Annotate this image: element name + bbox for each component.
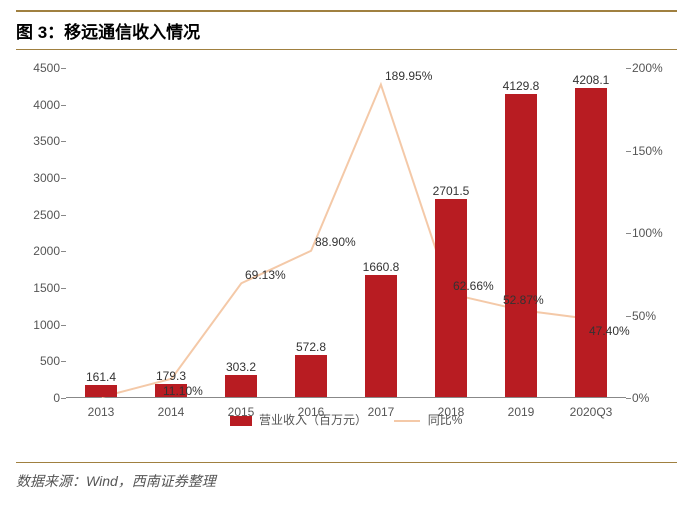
y-left-tick xyxy=(61,325,66,326)
bar-value-label: 572.8 xyxy=(296,340,326,356)
y-right-tick-label: 150% xyxy=(626,144,663,158)
y-left-tick xyxy=(61,215,66,216)
line-value-label: 47.40% xyxy=(589,324,630,338)
legend: 营业收入（百万元） 同比% xyxy=(16,411,676,428)
line-value-label: 88.90% xyxy=(315,235,356,249)
bar xyxy=(575,88,607,397)
line-value-label: 11.10% xyxy=(163,384,203,398)
y-left-tick xyxy=(61,178,66,179)
legend-line-label: 同比% xyxy=(428,413,463,427)
y-left-tick xyxy=(61,398,66,399)
line-value-label: 62.66% xyxy=(453,279,494,293)
y-left-tick xyxy=(61,68,66,69)
chart-area: 0500100015002000250030003500400045000%50… xyxy=(16,58,676,458)
bar xyxy=(505,94,537,397)
y-right-tick xyxy=(626,68,631,69)
y-right-tick xyxy=(626,316,631,317)
legend-item-line: 同比% xyxy=(394,411,462,428)
y-left-tick xyxy=(61,251,66,252)
line-path-svg xyxy=(66,68,626,397)
bar xyxy=(365,275,397,397)
bar-value-label: 303.2 xyxy=(226,360,256,376)
bar xyxy=(225,375,257,397)
bar-value-label: 1660.8 xyxy=(363,260,400,276)
y-right-tick-label: 200% xyxy=(626,61,663,75)
y-left-tick xyxy=(61,141,66,142)
bar xyxy=(295,355,327,397)
line-swatch xyxy=(394,420,420,422)
figure-title: 图 3：移远通信收入情况 xyxy=(16,23,200,42)
bar-value-label: 2701.5 xyxy=(433,184,470,200)
bar-value-label: 161.4 xyxy=(86,370,116,386)
y-left-tick xyxy=(61,361,66,362)
y-left-tick xyxy=(61,105,66,106)
y-left-tick xyxy=(61,288,66,289)
bar-value-label: 4208.1 xyxy=(573,73,610,89)
bar xyxy=(435,199,467,397)
bar-value-label: 179.3 xyxy=(156,369,186,385)
legend-item-bar: 营业收入（百万元） xyxy=(230,411,367,428)
y-right-tick xyxy=(626,398,631,399)
line-value-label: 52.87% xyxy=(503,293,544,307)
bar xyxy=(85,385,117,397)
bar-swatch xyxy=(230,416,252,426)
y-right-tick xyxy=(626,151,631,152)
line-value-label: 69.13% xyxy=(245,268,286,282)
bar-value-label: 4129.8 xyxy=(503,79,540,95)
y-right-tick xyxy=(626,233,631,234)
source-line: 数据来源：Wind，西南证券整理 xyxy=(16,463,677,491)
title-bar: 图 3：移远通信收入情况 xyxy=(16,10,677,50)
figure-container: 图 3：移远通信收入情况 050010001500200025003000350… xyxy=(0,0,693,518)
legend-bar-label: 营业收入（百万元） xyxy=(259,413,367,427)
y-right-tick-label: 100% xyxy=(626,226,663,240)
plot-region: 0500100015002000250030003500400045000%50… xyxy=(66,68,626,398)
line-value-label: 189.95% xyxy=(385,69,432,83)
